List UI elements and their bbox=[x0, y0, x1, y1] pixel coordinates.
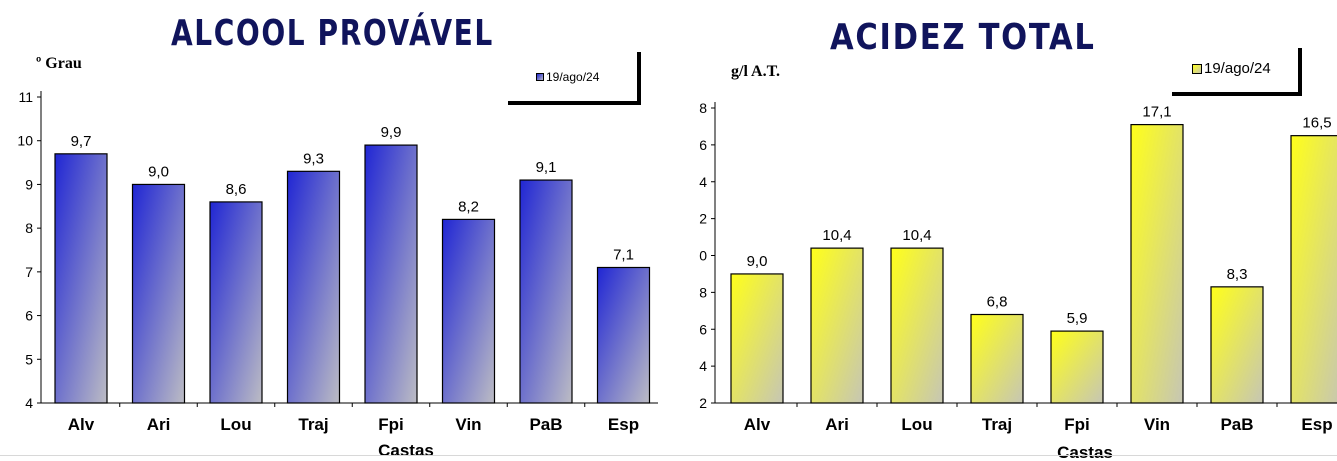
bar-lou bbox=[209, 201, 263, 404]
x-tick-label: Fpi bbox=[1064, 415, 1090, 434]
x-tick-label: Lou bbox=[220, 415, 251, 434]
bar-traj bbox=[970, 313, 1024, 404]
y-axis-label: º Grau bbox=[36, 55, 82, 72]
x-tick-label: Traj bbox=[982, 415, 1012, 434]
data-label: 9,0 bbox=[148, 163, 169, 180]
bar-pab bbox=[1210, 286, 1264, 404]
x-tick-label: Traj bbox=[298, 415, 328, 434]
data-label: 8,3 bbox=[1227, 266, 1248, 283]
plot-area: 2 4 6 8 0 2 4 6 8 9,0 Alv 10,4 Ari 10,4 Lou 6,8 Traj 5,9 F… bbox=[699, 100, 1337, 461]
legend-label: 19/ago/24 bbox=[1204, 60, 1271, 77]
bar-ari bbox=[131, 183, 186, 404]
y-tick-label: 2 bbox=[699, 211, 707, 227]
bar-esp bbox=[1290, 135, 1337, 404]
data-label: 10,4 bbox=[902, 227, 931, 244]
y-tick-label: 8 bbox=[25, 220, 33, 236]
chart-title: ALCOOL PROVÁVEL bbox=[171, 13, 494, 54]
data-label: 10,4 bbox=[822, 227, 851, 244]
legend-frame bbox=[508, 52, 641, 105]
y-tick-label: 6 bbox=[699, 321, 707, 337]
x-tick-label: Esp bbox=[608, 415, 639, 434]
bar-esp bbox=[596, 266, 651, 404]
plot-area: 4 5 6 7 8 9 10 11 9,7 Alv 9,0 Ari 8,6 Lou 9,3 Traj 9,9 Fp… bbox=[17, 89, 658, 460]
y-tick-label: 9 bbox=[25, 176, 33, 192]
x-tick-label: Vin bbox=[1144, 415, 1170, 434]
data-label: 9,3 bbox=[303, 150, 324, 167]
x-tick-label: Ari bbox=[147, 415, 171, 434]
y-tick-label: 2 bbox=[699, 395, 707, 411]
bar-ari bbox=[810, 247, 864, 404]
x-tick-label: PaB bbox=[529, 415, 562, 434]
legend-swatch bbox=[536, 73, 544, 81]
chart-acidez-total: ACIDEZ TOTAL g/l A.T. 19/ago/24 2 4 6 8 0 2 4 6… bbox=[680, 0, 1337, 461]
x-tick-label: Fpi bbox=[378, 415, 404, 434]
x-tick-label: Lou bbox=[901, 415, 932, 434]
data-label: 17,1 bbox=[1142, 104, 1171, 121]
y-tick-label: 8 bbox=[699, 100, 707, 116]
x-tick-label: Vin bbox=[455, 415, 481, 434]
legend: 19/ago/24 bbox=[1192, 60, 1271, 77]
bar-alv bbox=[730, 273, 784, 404]
y-tick-label: 4 bbox=[25, 395, 33, 411]
data-label: 9,1 bbox=[536, 159, 557, 176]
bar-fpi bbox=[1050, 330, 1104, 404]
data-label: 8,6 bbox=[226, 181, 247, 198]
y-tick-label: 4 bbox=[699, 174, 707, 190]
chart-alcool-provavel: ALCOOL PROVÁVEL º Grau 19/ago/24 4 5 6 7 8 9 1… bbox=[0, 0, 660, 461]
x-tick-label: Esp bbox=[1301, 415, 1332, 434]
bar-vin bbox=[441, 218, 496, 404]
data-label: 9,9 bbox=[381, 124, 402, 141]
legend-swatch bbox=[1192, 63, 1202, 74]
data-label: 5,9 bbox=[1067, 310, 1088, 327]
x-axis-label: Castas bbox=[378, 441, 434, 460]
y-tick-label: 4 bbox=[699, 358, 707, 374]
bar-lou bbox=[890, 247, 944, 404]
bottom-divider bbox=[0, 455, 1337, 456]
data-label: 9,7 bbox=[71, 133, 92, 150]
x-tick-label: Alv bbox=[744, 415, 771, 434]
data-label: 8,2 bbox=[458, 198, 479, 215]
bar-alv bbox=[54, 153, 108, 404]
y-tick-label: 10 bbox=[17, 133, 33, 149]
y-tick-label: 6 bbox=[25, 308, 33, 324]
data-label: 7,1 bbox=[613, 246, 634, 263]
y-tick-label: 11 bbox=[18, 89, 33, 105]
x-tick-label: Ari bbox=[825, 415, 849, 434]
data-label: 6,8 bbox=[987, 294, 1008, 311]
y-tick-label: 6 bbox=[699, 137, 707, 153]
y-tick-label: 7 bbox=[25, 264, 33, 280]
x-axis-label: Castas bbox=[1057, 443, 1113, 461]
legend: 19/ago/24 bbox=[536, 70, 599, 84]
x-tick-label: Alv bbox=[68, 415, 95, 434]
data-label: 16,5 bbox=[1302, 115, 1331, 132]
x-tick-label: PaB bbox=[1220, 415, 1253, 434]
bar-traj bbox=[286, 170, 341, 404]
y-tick-label: 0 bbox=[699, 248, 707, 264]
y-axis-label: g/l A.T. bbox=[731, 63, 781, 80]
data-label: 9,0 bbox=[747, 253, 768, 270]
bar-fpi bbox=[364, 144, 418, 404]
bar-vin bbox=[1130, 123, 1184, 404]
chart-title: ACIDEZ TOTAL bbox=[830, 17, 1096, 58]
y-tick-label: 5 bbox=[25, 351, 33, 367]
legend-label: 19/ago/24 bbox=[546, 70, 600, 84]
y-tick-label: 8 bbox=[699, 284, 707, 300]
legend-frame bbox=[1172, 48, 1302, 96]
bar-pab bbox=[519, 179, 573, 404]
